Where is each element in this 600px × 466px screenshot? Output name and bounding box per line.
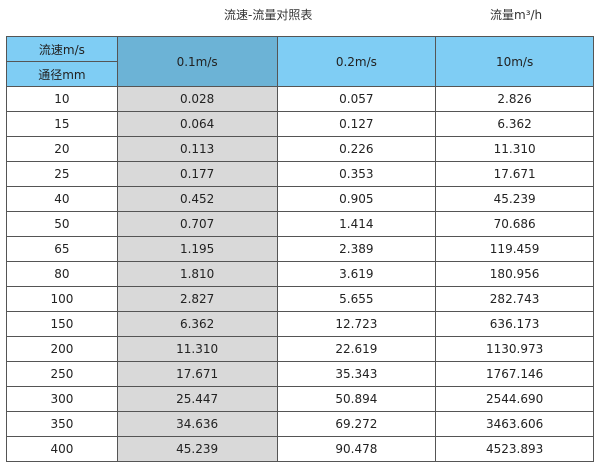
flow-cell: 22.619 [276,336,437,362]
diameter-cell: 20 [6,136,118,162]
table-row: 65 1.195 2.389 119.459 [6,236,594,262]
table-title: 流速-流量对照表 [224,8,313,22]
header-col-0: 0.1m/s [116,36,278,87]
flow-cell: 0.057 [276,86,437,112]
flow-cell: 90.478 [276,436,437,462]
table-row: 100 2.827 5.655 282.743 [6,286,594,312]
flow-cell: 1767.146 [435,361,594,387]
diameter-cell: 100 [6,286,118,312]
diameter-cell: 65 [6,236,118,262]
header-diameter: 通径mm [6,61,118,87]
flow-cell: 11.310 [435,136,594,162]
diameter-cell: 400 [6,436,118,462]
flow-cell: 0.113 [116,136,278,162]
table-row: 350 34.636 69.272 3463.606 [6,411,594,437]
table-row: 20 0.113 0.226 11.310 [6,136,594,162]
unit-label: 流量m³/h [490,8,543,22]
flow-cell: 0.177 [116,161,278,187]
table-row: 80 1.810 3.619 180.956 [6,261,594,287]
flow-cell: 2.827 [116,286,278,312]
flow-cell: 5.655 [276,286,437,312]
flow-cell: 282.743 [435,286,594,312]
flow-cell: 1.414 [276,211,437,237]
flow-cell: 0.127 [276,111,437,137]
header-col-2: 10m/s [435,36,594,87]
flow-cell: 636.173 [435,311,594,337]
table-row: 400 45.239 90.478 4523.893 [6,436,594,462]
flow-cell: 34.636 [116,411,278,437]
table-row: 50 0.707 1.414 70.686 [6,211,594,237]
flow-cell: 180.956 [435,261,594,287]
flow-cell: 1.810 [116,261,278,287]
flow-cell: 45.239 [116,436,278,462]
header-speed: 流速m/s [6,36,118,62]
diameter-cell: 200 [6,336,118,362]
flow-cell: 2544.690 [435,386,594,412]
flow-cell: 119.459 [435,236,594,262]
flow-cell: 6.362 [435,111,594,137]
flow-cell: 35.343 [276,361,437,387]
flow-cell: 1130.973 [435,336,594,362]
diameter-cell: 350 [6,411,118,437]
flow-cell: 2.389 [276,236,437,262]
diameter-cell: 250 [6,361,118,387]
flow-cell: 12.723 [276,311,437,337]
table-row: 10 0.028 0.057 2.826 [6,86,594,112]
diameter-cell: 10 [6,86,118,112]
diameter-cell: 15 [6,111,118,137]
flow-cell: 0.452 [116,186,278,212]
flow-cell: 4523.893 [435,436,594,462]
flow-cell: 17.671 [116,361,278,387]
flow-cell: 3.619 [276,261,437,287]
table-row: 200 11.310 22.619 1130.973 [6,336,594,362]
diameter-cell: 40 [6,186,118,212]
flow-cell: 0.028 [116,86,278,112]
flow-cell: 25.447 [116,386,278,412]
flow-cell: 45.239 [435,186,594,212]
flow-cell: 0.226 [276,136,437,162]
flow-cell: 11.310 [116,336,278,362]
flow-cell: 1.195 [116,236,278,262]
header-col-1: 0.2m/s [276,36,437,87]
diameter-cell: 50 [6,211,118,237]
diameter-cell: 80 [6,261,118,287]
flow-cell: 6.362 [116,311,278,337]
flow-table: 流速m/s 0.1m/s 0.2m/s 10m/s 通径mm 10 0.028 0.… [6,36,594,462]
diameter-cell: 300 [6,386,118,412]
flow-cell: 2.826 [435,86,594,112]
table-row: 25 0.177 0.353 17.671 [6,161,594,187]
table-row: 300 25.447 50.894 2544.690 [6,386,594,412]
table-row: 250 17.671 35.343 1767.146 [6,361,594,387]
flow-cell: 50.894 [276,386,437,412]
diameter-cell: 150 [6,311,118,337]
flow-cell: 17.671 [435,161,594,187]
diameter-cell: 25 [6,161,118,187]
flow-cell: 0.905 [276,186,437,212]
flow-cell: 0.353 [276,161,437,187]
flow-cell: 3463.606 [435,411,594,437]
table-row: 40 0.452 0.905 45.239 [6,186,594,212]
table-row: 150 6.362 12.723 636.173 [6,311,594,337]
table-row: 15 0.064 0.127 6.362 [6,111,594,137]
flow-cell: 70.686 [435,211,594,237]
flow-cell: 69.272 [276,411,437,437]
flow-cell: 0.707 [116,211,278,237]
flow-cell: 0.064 [116,111,278,137]
